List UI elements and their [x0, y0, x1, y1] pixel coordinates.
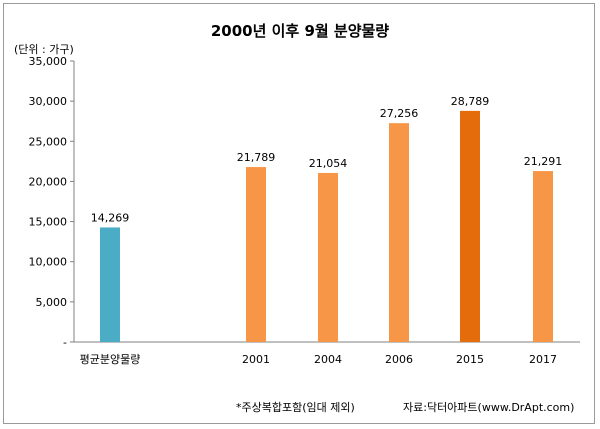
bar: [318, 172, 338, 342]
y-tick-label: 25,000: [29, 135, 68, 148]
bar: [389, 123, 409, 343]
y-tick-label: 10,000: [29, 256, 68, 269]
y-tick-label: 35,000: [29, 55, 68, 68]
bar: [100, 227, 120, 342]
source-note: 자료:닥터아파트(www.DrApt.com): [403, 401, 575, 414]
x-tick-label: 평균분양물량: [80, 353, 141, 366]
data-label: 14,269: [91, 211, 130, 224]
x-tick-label: 2001: [242, 353, 270, 366]
data-label: 27,256: [380, 107, 419, 120]
chart-title: 2000년 이후 9월 분양물량: [210, 22, 390, 40]
bar: [533, 171, 553, 342]
x-tick-label: 2004: [314, 353, 342, 366]
x-tick-label: 2006: [385, 353, 413, 366]
bar: [460, 110, 480, 343]
y-tick-label: 15,000: [29, 216, 68, 229]
x-tick-label: 2017: [529, 353, 557, 366]
footnote: *주상복합포함(임대 제외): [236, 401, 355, 414]
data-label: 21,789: [237, 151, 276, 164]
y-tick-label: 20,000: [29, 175, 68, 188]
y-tick-label: -: [63, 336, 67, 349]
y-tick-label: 30,000: [29, 95, 68, 108]
bar: [246, 167, 266, 342]
y-tick-label: 5,000: [36, 296, 68, 309]
data-label: 21,291: [524, 155, 563, 168]
data-label: 21,054: [309, 157, 348, 170]
unit-label: (단위 : 가구): [14, 43, 74, 56]
chart-frame: [3, 3, 595, 424]
data-label: 28,789: [451, 95, 490, 108]
x-tick-label: 2015: [456, 353, 484, 366]
